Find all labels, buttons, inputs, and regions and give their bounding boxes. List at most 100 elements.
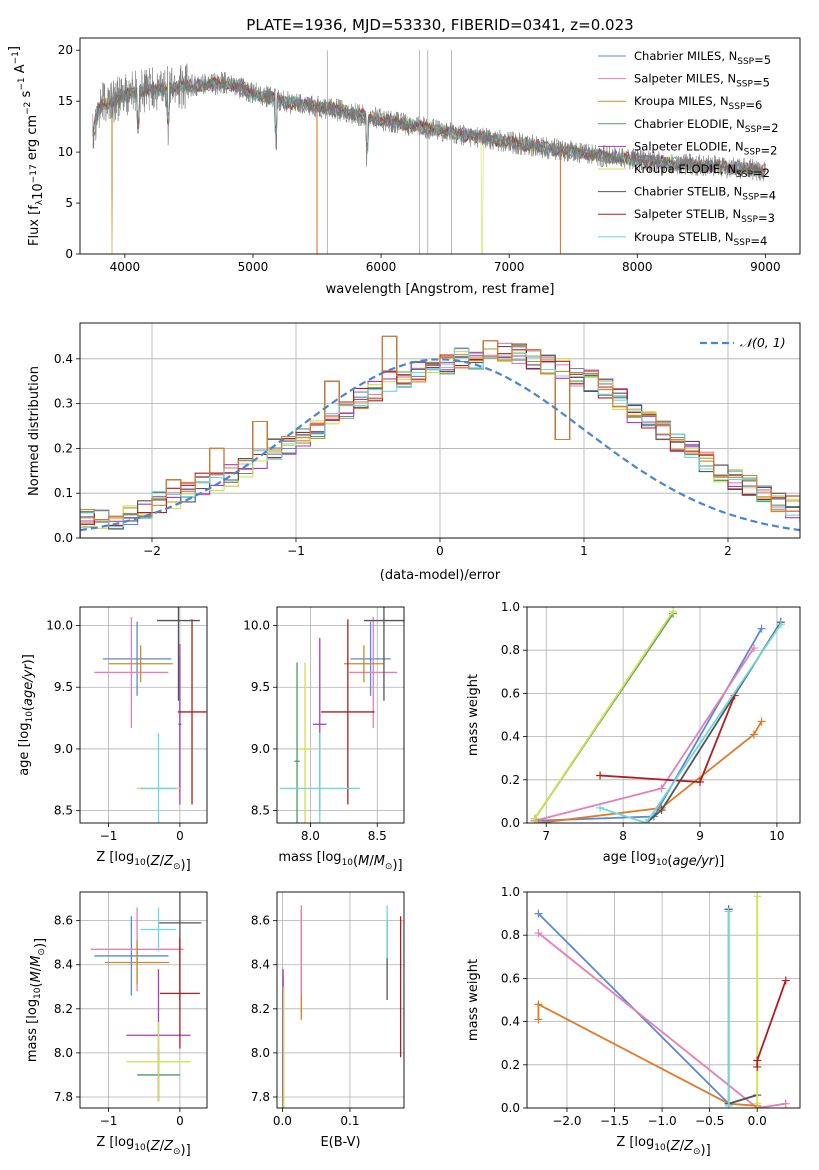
plot-area-ebv_mass	[282, 905, 402, 1108]
weight-marker	[753, 892, 762, 901]
y-tick-label: 0.4	[501, 730, 520, 744]
legend-entry-part: SSP	[729, 102, 746, 112]
legend-entry-part: SSP	[736, 80, 753, 90]
legend-entry-part: =6	[745, 98, 762, 112]
y-tick-label: 8.5	[54, 804, 73, 818]
x-tick-label: 10	[769, 829, 784, 843]
residual-histogram-line	[80, 348, 800, 538]
axes-frame-spectrum	[79, 37, 801, 255]
y-tick-label: 0.2	[54, 441, 73, 455]
x-axis-label-part: Z	[163, 1139, 174, 1154]
plot-area-age_weight	[530, 607, 785, 823]
plot-area-spectrum	[92, 50, 766, 254]
x-axis-label-part: /	[680, 1139, 685, 1154]
y-axis-label-part: /	[29, 966, 44, 971]
weight-marker	[534, 929, 543, 938]
x-axis-label-part: 10	[654, 1143, 666, 1153]
weight-marker	[749, 644, 758, 653]
x-axis-label: Z [log10(Z/Z⊙)]	[96, 850, 190, 873]
legend-entry-part: Kroupa MILES, N	[634, 94, 729, 108]
residual-histogram-line	[80, 349, 800, 538]
x-axis-label-part: 10	[134, 858, 146, 868]
legend-entry-part: SSP	[737, 57, 754, 67]
x-axis-label-part: (	[353, 854, 358, 869]
weight-marker	[749, 730, 758, 739]
weight-marker	[534, 819, 543, 823]
y-tick-label: 9.0	[54, 742, 73, 756]
x-tick-label: 8.0	[301, 829, 320, 843]
y-axis-label-part: mass [log	[25, 999, 40, 1062]
y-tick-label: 8.2	[54, 1002, 73, 1016]
x-tick-label: 4000	[110, 260, 141, 274]
plot-area-mass_age	[279, 607, 404, 823]
legend-entry-part: Kroupa STELIB, N	[634, 230, 734, 244]
y-axis-label-part: (	[21, 706, 36, 711]
axes-z_mass: −1 0 7.8 8.0 8.2 8.4 8.6	[54, 891, 208, 1128]
y-axis-label-part: −1	[17, 77, 27, 90]
y-tick-label: 0.6	[501, 686, 520, 700]
x-axis-label: age [log10(age/yr)]	[603, 850, 725, 869]
weight-line	[537, 1002, 758, 1107]
weight-marker	[534, 1000, 543, 1009]
x-tick-label: −1	[287, 544, 305, 558]
y-tick-label: 0.8	[501, 928, 520, 942]
y-tick-label: 8.6	[251, 914, 270, 928]
axes-z_age: −1 0 8.5 9.0 9.5 10.0	[46, 606, 208, 843]
weight-line	[756, 980, 787, 1067]
weight-marker	[757, 624, 766, 633]
y-tick-label: 7.8	[54, 1090, 73, 1104]
y-axis-label-part: −1	[11, 51, 21, 64]
x-tick-label: 0.1	[340, 1114, 359, 1128]
y-tick-label: 5	[65, 196, 73, 210]
y-tick-label: 0.6	[501, 971, 520, 985]
weight-marker	[534, 909, 543, 918]
x-axis-label: mass [log10(M/M⊙)]	[278, 850, 402, 873]
x-axis-label-part: age/yr	[672, 854, 715, 869]
x-tick-label: −2	[143, 544, 161, 558]
legend-entry-part: =2	[762, 121, 779, 135]
y-axis-label: Flux [fλ10−17 erg cm−2 s−1 A−1]	[7, 46, 46, 246]
x-axis-label-part: /	[369, 854, 374, 869]
y-tick-label: 15	[58, 94, 73, 108]
y-tick-label: 0.1	[54, 486, 73, 500]
y-tick-label: 0.0	[54, 531, 73, 545]
y-axis-label-part: ⊙	[37, 948, 47, 956]
legend-entry-part: SSP	[745, 125, 762, 135]
y-tick-label: 8.0	[54, 1046, 73, 1060]
weight-marker	[657, 806, 666, 815]
x-axis-label-part: 10	[656, 858, 668, 868]
legend-entry: Salpeter STELIB, NSSP=3	[634, 207, 775, 225]
y-axis-label-part: Flux [f	[27, 205, 42, 246]
y-axis-label-part: ]	[7, 46, 22, 51]
plot-area-z_mass	[90, 892, 202, 1102]
axes-residuals: −2 −1 0 1 2 0.0 0.1 0.2 0.3 0.4	[54, 322, 801, 558]
x-tick-label: −1	[100, 829, 118, 843]
y-axis-label-part: s	[19, 90, 34, 101]
y-tick-label: 0.8	[501, 643, 520, 657]
weight-line	[534, 647, 755, 822]
legend-entry-gaussian: 𝒩(0, 1)	[740, 335, 786, 350]
weight-marker	[757, 717, 766, 726]
weight-marker	[724, 1101, 733, 1108]
y-tick-label: 1.0	[501, 885, 520, 899]
x-axis-label-part: 10	[342, 858, 354, 868]
axes-frame-ebv_mass	[276, 891, 405, 1109]
x-axis-label-part: 10	[134, 1143, 146, 1153]
x-tick-label: −0.5	[695, 1114, 724, 1128]
legend-entry: Chabrier MILES, NSSP=5	[634, 49, 771, 67]
legend-entry-part: =2	[761, 143, 778, 157]
x-axis-label: E(B-V)	[320, 1135, 360, 1150]
x-tick-label: 5000	[238, 260, 269, 274]
axes-frame-residuals	[79, 322, 801, 539]
weight-marker	[724, 907, 733, 916]
x-tick-label: 7	[542, 829, 550, 843]
weight-line	[537, 912, 758, 1105]
x-tick-label: 2	[724, 544, 732, 558]
x-tick-label: 8.5	[368, 829, 387, 843]
x-axis-label-part: /	[160, 854, 165, 869]
plot-area-z_weight	[534, 892, 790, 1108]
weight-marker	[596, 803, 605, 812]
y-axis-label-part: age [log	[17, 723, 32, 776]
legend-entry-part: =4	[759, 189, 776, 203]
